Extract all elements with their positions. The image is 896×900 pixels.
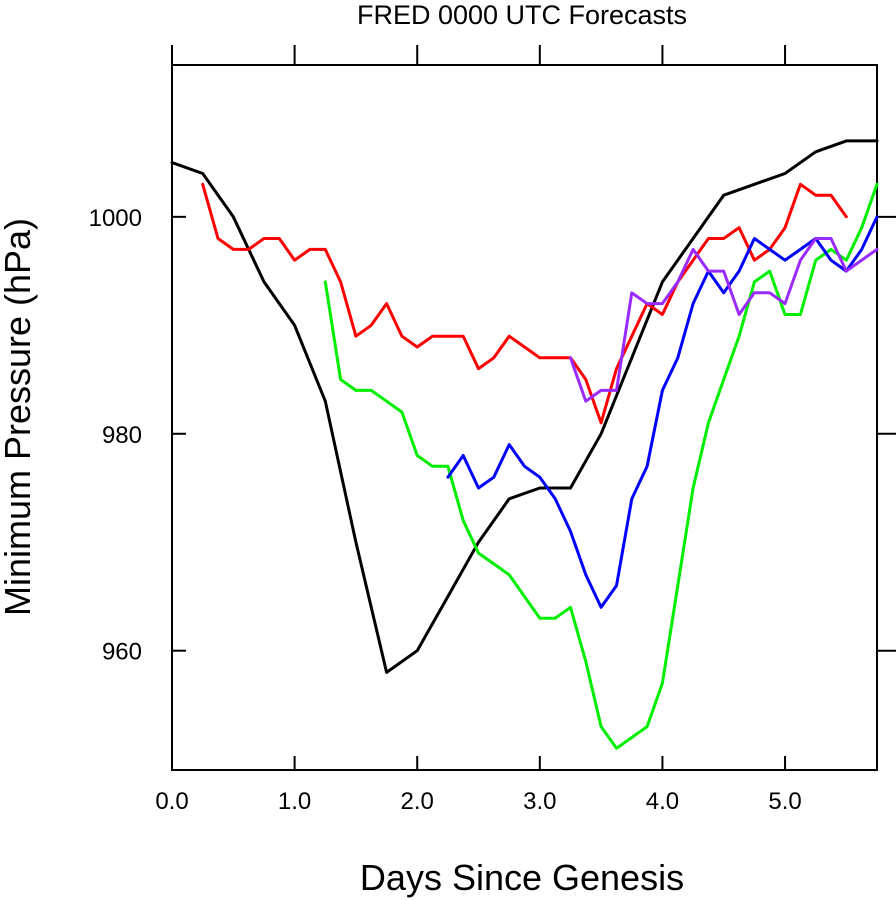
x-tick-label: 5.0 (768, 788, 801, 815)
y-tick-label: 980 (102, 422, 142, 449)
x-tick-label: 2.0 (401, 788, 434, 815)
blue-series-line (446, 215, 879, 609)
x-tick-label: 1.0 (278, 788, 311, 815)
red-series-line (201, 182, 848, 425)
y-tick-label: 1000 (89, 205, 142, 232)
y-axis-label: Minimum Pressure (hPa) (0, 218, 38, 616)
y-tick-label: 960 (102, 639, 142, 666)
series-lines (170, 139, 879, 750)
purple-series-line (569, 237, 879, 403)
x-axis-ticks: 0.0 1.0 2.0 3.0 4.0 5.0 (155, 45, 802, 815)
chart-title: FRED 0000 UTC Forecasts (357, 0, 687, 30)
y-axis-ticks: 960 980 1000 (89, 205, 896, 666)
plot-frame (171, 64, 878, 771)
x-tick-label: 4.0 (646, 788, 679, 815)
x-tick-label: 3.0 (523, 788, 556, 815)
x-axis-label: Days Since Genesis (360, 857, 684, 898)
green-series-line (323, 182, 879, 750)
x-tick-label: 0.0 (155, 788, 188, 815)
black-series-line (170, 139, 879, 674)
